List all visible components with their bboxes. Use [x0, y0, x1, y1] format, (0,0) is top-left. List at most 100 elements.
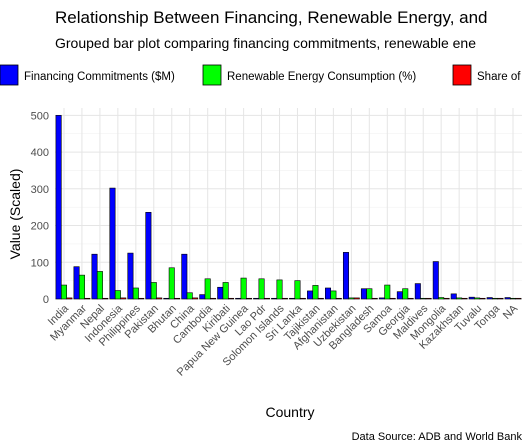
- bar-pakistan-series-1: [146, 212, 151, 299]
- y-tick-label: 400: [31, 147, 49, 159]
- bar-georgia-series-1: [397, 292, 402, 299]
- bar-lao-pdr-series-3: [264, 298, 269, 299]
- bar-uzbekistan-series-2: [349, 298, 354, 299]
- bar-afghanistan-series-3: [336, 298, 341, 299]
- bar-myanmar-series-2: [79, 275, 84, 299]
- bar-india-series-2: [61, 285, 66, 299]
- legend-item: Financing Commitments ($M): [0, 65, 175, 85]
- bar-kazakhstan-series-3: [462, 298, 467, 299]
- bar-china-series-3: [192, 298, 197, 299]
- bar-uzbekistan-series-3: [354, 298, 359, 299]
- legend-swatch: [203, 65, 221, 85]
- bar-mongolia-series-2: [438, 298, 443, 299]
- bar-bangladesh-series-1: [361, 289, 366, 299]
- bar-nepal-series-2: [97, 271, 102, 299]
- bar-pakistan-series-3: [156, 298, 161, 299]
- bar-solomon-islands-series-3: [282, 298, 287, 299]
- caption: Data Source: ADB and World Bank: [352, 431, 523, 443]
- y-tick-label: 300: [31, 184, 49, 196]
- bar-mongolia-series-1: [433, 262, 438, 299]
- chart-subtitle: Grouped bar plot comparing financing com…: [55, 35, 476, 51]
- legend-item: Share of: [453, 65, 521, 85]
- bar-tuvalu-series-2: [474, 298, 479, 299]
- bar-lao-pdr-series-2: [259, 279, 264, 299]
- bar-solomon-islands-series-2: [277, 280, 282, 299]
- bar-pakistan-series-2: [151, 282, 156, 299]
- bar-china-series-2: [187, 293, 192, 299]
- bar-tuvalu-series-1: [469, 297, 474, 299]
- bar-india-series-1: [56, 115, 61, 299]
- bar-china-series-1: [182, 254, 187, 299]
- bar-bhutan-series-2: [169, 268, 174, 299]
- bar-cambodia-series-1: [200, 295, 205, 299]
- bar-indonesia-series-1: [110, 188, 115, 299]
- bar-india-series-3: [67, 298, 72, 299]
- bar-tuvalu-series-3: [480, 298, 485, 299]
- bar-tajikistan-series-3: [318, 298, 323, 299]
- bar-afghanistan-series-2: [331, 291, 336, 299]
- legend-swatch: [0, 65, 18, 85]
- bar-kiribati-series-2: [223, 282, 228, 299]
- bar-kiribati-series-1: [218, 287, 223, 299]
- bar-philippines-series-1: [128, 253, 133, 299]
- bar-cambodia-series-3: [210, 298, 215, 299]
- x-tick-label: NA: [501, 302, 521, 322]
- bar-nepal-series-3: [103, 298, 108, 299]
- bar-maldives-series-1: [415, 284, 420, 299]
- bar-bhutan-series-3: [174, 298, 179, 299]
- bar-cambodia-series-2: [205, 279, 210, 299]
- bar-uzbekistan-series-1: [343, 252, 348, 299]
- bar-maldives-series-3: [426, 298, 431, 299]
- bar-na-series-3: [516, 298, 521, 299]
- bar-afghanistan-series-1: [325, 288, 330, 299]
- x-axis-title: Country: [265, 404, 314, 420]
- bar-solomon-islands-series-1: [271, 298, 276, 299]
- bar-samoa-series-1: [379, 298, 384, 299]
- bar-georgia-series-3: [408, 298, 413, 299]
- bar-myanmar-series-3: [85, 298, 90, 299]
- legend-item: Renewable Energy Consumption (%): [203, 65, 416, 85]
- legend-label: Share of: [477, 71, 521, 83]
- legend-swatch: [453, 65, 471, 85]
- bar-samoa-series-2: [385, 285, 390, 299]
- bar-na-series-2: [510, 298, 515, 299]
- y-tick-label: 0: [43, 294, 49, 306]
- chart-title: Relationship Between Financing, Renewabl…: [55, 8, 488, 27]
- grid: [55, 108, 522, 299]
- bar-bangladesh-series-3: [372, 298, 377, 299]
- bar-bhutan-series-1: [164, 298, 169, 299]
- bar-samoa-series-3: [390, 298, 395, 299]
- bar-indonesia-series-3: [121, 298, 126, 299]
- bar-myanmar-series-1: [74, 267, 79, 299]
- bar-nepal-series-1: [92, 254, 97, 299]
- bar-philippines-series-3: [139, 298, 144, 299]
- bar-maldives-series-2: [421, 298, 426, 299]
- legend-label: Renewable Energy Consumption (%): [227, 71, 416, 83]
- bar-philippines-series-2: [133, 288, 138, 299]
- y-tick-label: 200: [31, 221, 49, 233]
- bar-tonga-series-3: [498, 298, 503, 299]
- bar-bangladesh-series-2: [367, 289, 372, 299]
- bar-kazakhstan-series-2: [456, 298, 461, 299]
- y-axis-title: Value (Scaled): [7, 169, 23, 260]
- legend: Financing Commitments ($M) Renewable Ener…: [0, 65, 521, 85]
- bar-sri-lanka-series-1: [289, 298, 294, 299]
- bar-kazakhstan-series-1: [451, 294, 456, 299]
- bar-tajikistan-series-1: [307, 291, 312, 299]
- bar-sri-lanka-series-2: [295, 281, 300, 299]
- bar-papua-new-guinea-series-3: [246, 298, 251, 299]
- bar-papua-new-guinea-series-2: [241, 278, 246, 299]
- bar-georgia-series-2: [403, 289, 408, 299]
- y-tick-label: 500: [31, 110, 49, 122]
- x-axis-ticks: IndiaMyanmarNepalIndonesiaPhilippinesPak…: [46, 302, 521, 379]
- y-axis-ticks: 0 100 200 300 400 500: [31, 110, 49, 306]
- bar-sri-lanka-series-3: [300, 298, 305, 299]
- bar-mongolia-series-3: [444, 298, 449, 299]
- bar-tajikistan-series-2: [313, 285, 318, 299]
- bar-lao-pdr-series-1: [253, 298, 258, 299]
- y-tick-label: 100: [31, 257, 49, 269]
- bar-papua-new-guinea-series-1: [236, 298, 241, 299]
- bar-kiribati-series-3: [228, 298, 233, 299]
- bar-tonga-series-2: [492, 298, 497, 299]
